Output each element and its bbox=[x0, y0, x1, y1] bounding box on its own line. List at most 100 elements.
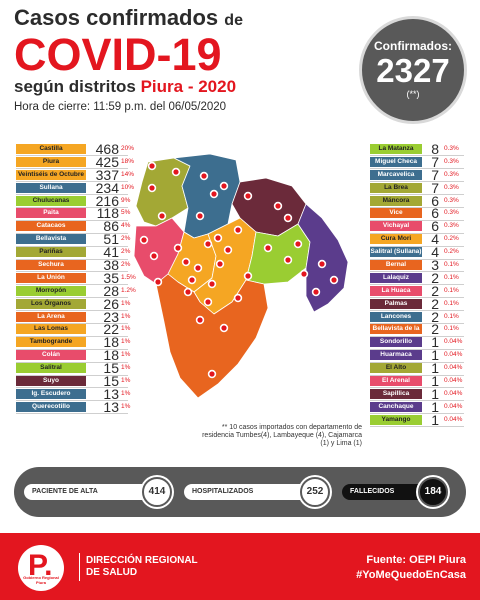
hashtag-text: #YoMeQuedoEnCasa bbox=[356, 569, 466, 581]
district-count: 8 bbox=[431, 141, 439, 157]
district-count: 15 bbox=[103, 373, 119, 390]
district-name: Paita bbox=[16, 208, 86, 219]
district-name: Morropón bbox=[16, 285, 86, 296]
case-marker bbox=[317, 259, 327, 269]
district-name: Sechura bbox=[16, 260, 86, 271]
district-percent: 0.04% bbox=[444, 377, 463, 385]
case-marker bbox=[219, 181, 229, 191]
confirmed-note: (**) bbox=[406, 89, 420, 99]
district-count: 28 bbox=[103, 282, 119, 299]
row-divider bbox=[370, 335, 464, 337]
district-name: Ig. Escudero bbox=[16, 388, 86, 399]
discharged-label: PACIENTE DE ALTA bbox=[24, 484, 154, 500]
district-name: El Alto bbox=[370, 363, 422, 374]
district-percent: 0.04% bbox=[444, 364, 463, 372]
district-count: 425 bbox=[95, 153, 119, 170]
hospitalized-value: 252 bbox=[300, 477, 330, 507]
row-divider bbox=[370, 271, 464, 272]
district-count: 22 bbox=[103, 321, 119, 338]
district-count: 2 bbox=[431, 321, 439, 338]
row-divider bbox=[16, 413, 128, 414]
footer-divider bbox=[79, 553, 80, 581]
stats-bar: PACIENTE DE ALTA 414 HOSPITALIZADOS 252 … bbox=[14, 467, 466, 517]
row-divider bbox=[370, 348, 464, 350]
district-percent: 5% bbox=[121, 209, 131, 217]
region-morropon bbox=[245, 223, 311, 285]
case-marker bbox=[233, 293, 243, 303]
row-divider bbox=[370, 206, 464, 208]
district-name: Castilla bbox=[16, 144, 86, 154]
district-count: 6 bbox=[431, 205, 439, 222]
district-percent: 2% bbox=[121, 235, 131, 243]
case-marker bbox=[209, 189, 219, 199]
row-divider bbox=[370, 322, 464, 324]
district-count: 337 bbox=[95, 166, 119, 183]
case-marker bbox=[149, 251, 159, 261]
case-marker bbox=[299, 269, 309, 279]
district-name: Bernal bbox=[370, 260, 422, 271]
district-count: 234 bbox=[95, 179, 119, 196]
district-name: Las Lomas bbox=[16, 324, 86, 335]
row-divider bbox=[370, 310, 464, 311]
regional-government-logo: P. Gobierno Regional Piura bbox=[18, 545, 64, 591]
case-marker bbox=[153, 277, 163, 287]
row-divider bbox=[370, 297, 464, 298]
district-count: 1 bbox=[431, 360, 439, 377]
district-name: Miguel Checa bbox=[370, 156, 422, 167]
directorate-name: DIRECCIÓN REGIONAL DE SALUD bbox=[86, 555, 198, 578]
row-divider bbox=[370, 194, 464, 195]
district-count: 2 bbox=[431, 295, 439, 312]
district-percent: 1% bbox=[121, 351, 131, 359]
district-percent: 9% bbox=[121, 196, 131, 204]
case-marker bbox=[181, 257, 191, 267]
district-percent: 1% bbox=[121, 402, 131, 410]
district-count: 4 bbox=[431, 244, 439, 261]
district-count: 7 bbox=[431, 153, 439, 170]
row-divider bbox=[370, 155, 464, 156]
district-percent: 0.1% bbox=[444, 286, 459, 294]
district-count: 23 bbox=[103, 308, 119, 325]
district-percent: 1% bbox=[121, 312, 131, 320]
row-divider bbox=[370, 413, 464, 414]
row-divider bbox=[16, 335, 128, 337]
row-divider bbox=[16, 310, 128, 311]
district-count: 18 bbox=[103, 347, 119, 364]
case-marker bbox=[207, 279, 217, 289]
case-marker bbox=[263, 243, 273, 253]
source-text: Fuente: OEPI Piura bbox=[366, 554, 466, 566]
district-percent: 1% bbox=[121, 389, 131, 397]
row-divider bbox=[16, 348, 128, 350]
district-percent: 14% bbox=[121, 170, 135, 178]
row-divider bbox=[16, 387, 128, 388]
case-marker bbox=[215, 259, 225, 269]
row-divider bbox=[16, 194, 128, 195]
title-line1: Casos confirmados de bbox=[14, 5, 243, 30]
district-name: La Huaca bbox=[370, 285, 422, 296]
district-count: 38 bbox=[103, 257, 119, 274]
deceased-label: FALLECIDOS bbox=[342, 484, 434, 500]
row-divider bbox=[370, 426, 464, 427]
district-name: Chulucanas bbox=[16, 195, 86, 206]
case-marker bbox=[203, 297, 213, 307]
case-marker bbox=[147, 161, 157, 171]
title-line3: según distritos Piura - 2020 bbox=[14, 77, 237, 96]
case-marker bbox=[293, 239, 303, 249]
header: Casos confirmados de COVID-19 según dist… bbox=[14, 6, 243, 115]
district-count: 4 bbox=[431, 231, 439, 248]
district-name: Suyo bbox=[16, 376, 86, 387]
district-name: Colán bbox=[16, 350, 86, 361]
district-name: Palmas bbox=[370, 298, 422, 309]
discharged-value: 414 bbox=[142, 477, 172, 507]
district-count: 26 bbox=[103, 295, 119, 312]
row-divider bbox=[16, 322, 128, 324]
district-count: 6 bbox=[431, 218, 439, 235]
row-divider bbox=[16, 297, 128, 298]
district-name: Sondorillo bbox=[370, 337, 422, 348]
district-count: 13 bbox=[103, 398, 119, 415]
case-marker bbox=[139, 235, 149, 245]
district-name: Sullana bbox=[16, 182, 86, 193]
case-marker bbox=[193, 263, 203, 273]
row-divider bbox=[16, 361, 128, 363]
district-percent: 0.3% bbox=[444, 183, 459, 191]
district-count: 1 bbox=[431, 373, 439, 390]
